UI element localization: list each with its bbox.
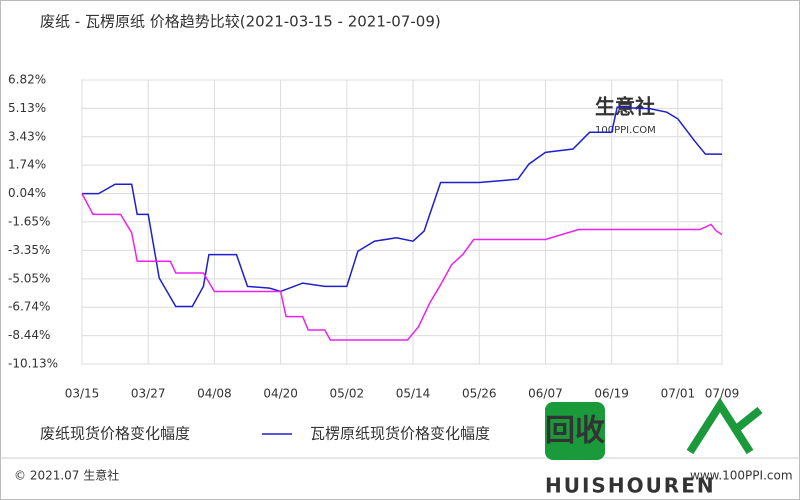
- x-tick-label: 06/19: [594, 387, 629, 401]
- x-tick-label: 05/26: [462, 387, 497, 401]
- series-line: [81, 193, 723, 341]
- y-tick-label: -5.05%: [8, 271, 50, 285]
- y-tick-label: 1.74%: [8, 158, 46, 172]
- footer-right: www.100PPI.com: [690, 469, 793, 483]
- y-tick-label: -8.44%: [8, 328, 50, 342]
- x-tick-label: 04/08: [197, 387, 232, 401]
- overlay-text: HUISHOUREN: [545, 474, 716, 498]
- y-tick-label: -1.65%: [8, 214, 50, 228]
- x-tick-label: 03/27: [131, 387, 166, 401]
- series-line: [82, 106, 722, 308]
- legend-label: 废纸现货价格变化幅度: [40, 425, 190, 443]
- y-tick-label: -3.35%: [8, 243, 50, 257]
- y-tick-label: -10.13%: [8, 357, 58, 371]
- overlay-logo: 回收: [545, 414, 605, 449]
- y-tick-label: 6.82%: [8, 73, 46, 87]
- legend-label: 瓦楞原纸现货价格变化幅度: [310, 425, 490, 443]
- watermark-url: 100PPI.COM: [595, 125, 656, 136]
- chart-title: 废纸 - 瓦楞原纸 价格趋势比较(2021-03-15 - 2021-07-09…: [40, 13, 441, 31]
- x-tick-label: 05/14: [396, 387, 431, 401]
- x-tick-label: 04/20: [263, 387, 298, 401]
- y-tick-label: -6.74%: [8, 300, 50, 314]
- overlay-icon: [686, 397, 763, 455]
- overlay-logo-box: [545, 402, 605, 460]
- y-tick-label: 3.43%: [8, 129, 46, 143]
- x-tick-label: 05/02: [330, 387, 365, 401]
- y-tick-label: 0.04%: [8, 186, 46, 200]
- footer-left: © 2021.07 生意社: [14, 468, 119, 483]
- x-tick-label: 03/15: [65, 387, 100, 401]
- x-tick-label: 07/01: [661, 387, 696, 401]
- y-tick-label: 5.13%: [8, 101, 46, 115]
- x-tick-label: 06/07: [528, 387, 563, 401]
- watermark: 生意社: [595, 95, 655, 119]
- x-tick-label: 07/09: [705, 387, 740, 401]
